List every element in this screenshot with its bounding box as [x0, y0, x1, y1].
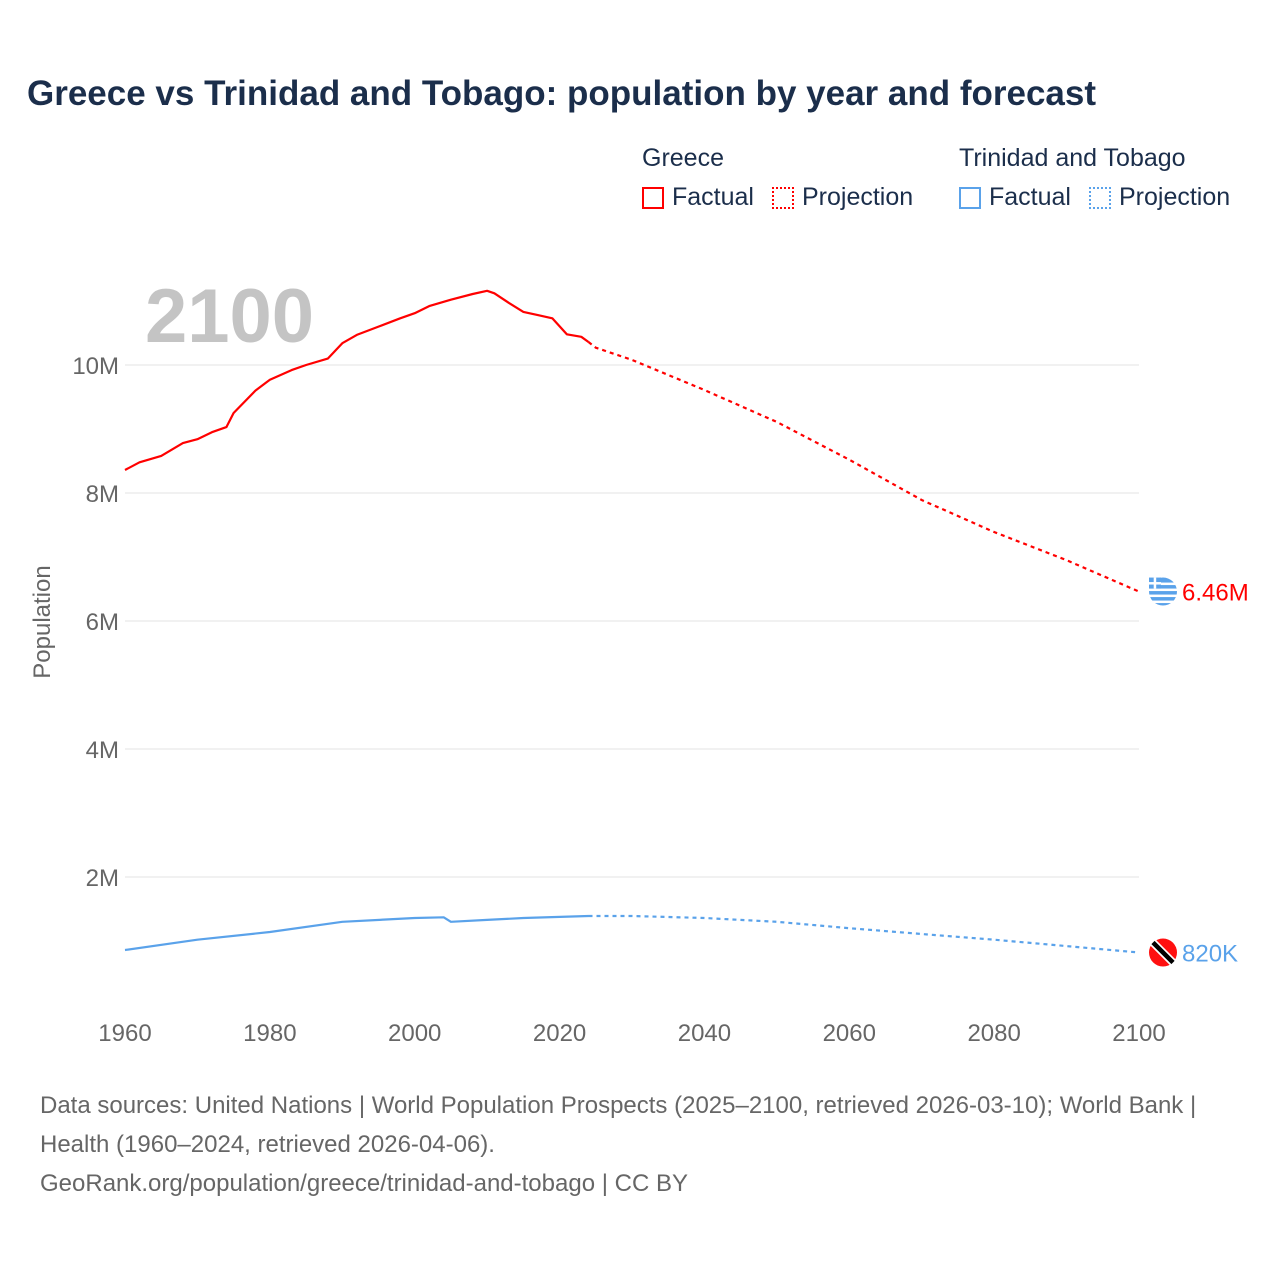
- chart-title: Greece vs Trinidad and Tobago: populatio…: [27, 74, 1097, 113]
- x-tick-label: 2000: [388, 1020, 441, 1047]
- footer: Data sources: United Nations | World Pop…: [40, 1086, 1240, 1203]
- legend-swatch-factual: [642, 186, 664, 209]
- legend-group-name: Trinidad and Tobago: [959, 144, 1186, 172]
- legend-greece: Greece Factual Projection: [642, 144, 931, 212]
- flag-stripe: [1149, 600, 1177, 604]
- trinidad-end-label: 820K: [1182, 941, 1238, 968]
- y-tick-label: 4M: [86, 737, 119, 764]
- legend-trinidad: Trinidad and Tobago Factual Projection: [959, 144, 1248, 212]
- greece-factual-line: [124, 289, 590, 471]
- legend-label: Factual: [672, 183, 754, 211]
- trinidad-factual-line: [124, 914, 589, 952]
- y-tick-label: 8M: [86, 481, 119, 508]
- legend-label: Factual: [989, 183, 1071, 211]
- y-axis-label: Population: [29, 565, 56, 678]
- x-tick-label: 1960: [98, 1020, 151, 1047]
- legend-swatch-projection: [1088, 186, 1111, 209]
- x-tick-label: 2020: [533, 1020, 586, 1047]
- legend-label: Projection: [801, 183, 914, 211]
- greece-projection-line: [587, 341, 1140, 593]
- legend-group-name: Greece: [642, 144, 724, 172]
- greece-end-label: 6.46M: [1182, 580, 1249, 607]
- flag-stripe: [1149, 594, 1177, 598]
- y-tick-label: 6M: [86, 609, 119, 636]
- legend-swatch-factual: [959, 186, 981, 209]
- legend-swatch-projection: [771, 186, 794, 209]
- y-tick-label: 10M: [72, 353, 119, 380]
- flag-cross: [1153, 577, 1157, 589]
- flag-band: [1151, 940, 1175, 965]
- x-tick-label: 1980: [243, 1020, 296, 1047]
- data-sources: Data sources: United Nations | World Pop…: [40, 1092, 1197, 1158]
- trinidad-projection-line: [588, 914, 1140, 954]
- trinidad-flag-icon: [1149, 938, 1177, 967]
- y-tick-label: 2M: [86, 865, 119, 892]
- x-tick-label: 2040: [678, 1020, 731, 1047]
- legend-label: Projection: [1118, 183, 1231, 211]
- x-tick-label: 2080: [967, 1020, 1020, 1047]
- source-link[interactable]: GeoRank.org/population/greece/trinidad-a…: [40, 1170, 688, 1197]
- x-tick-label: 2100: [1112, 1020, 1165, 1047]
- year-watermark: 2100: [145, 274, 314, 359]
- greece-flag-icon: [1149, 577, 1177, 606]
- x-tick-label: 2060: [823, 1020, 876, 1047]
- flag-stripe: [1149, 582, 1177, 586]
- flag-stripe: [1149, 588, 1177, 592]
